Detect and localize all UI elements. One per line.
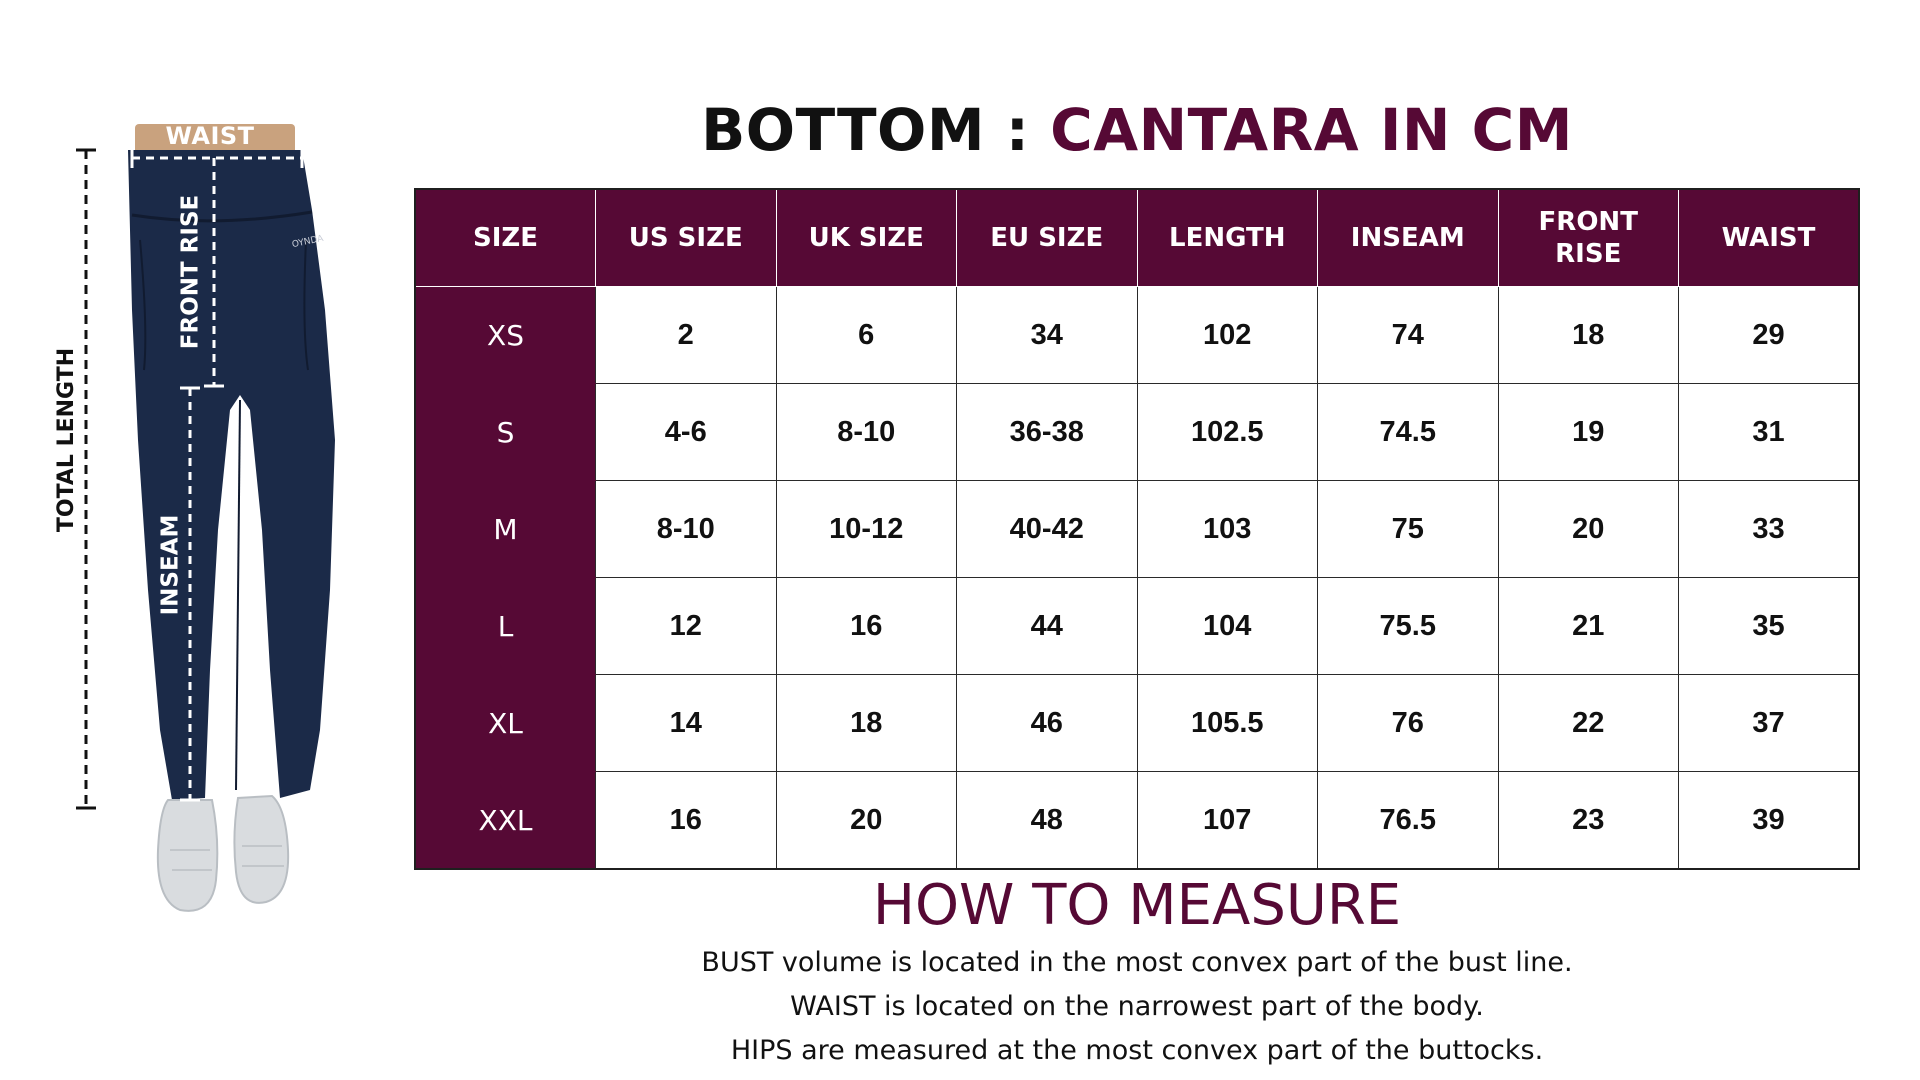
measurement-cell: 29 [1678, 286, 1860, 384]
column-header: EU SIZE [956, 188, 1138, 287]
how-to-measure-lines: BUST volume is located in the most conve… [414, 941, 1860, 1073]
measurement-cell: 39 [1678, 771, 1860, 870]
table-row: L 12 16 44 104 75.5 21 35 [414, 577, 1860, 675]
front-rise-figure-label: FRONT RISE [177, 194, 204, 350]
measurement-cell: 75.5 [1317, 577, 1499, 675]
measurement-cell: 76.5 [1317, 771, 1499, 870]
measurement-cell: 35 [1678, 577, 1860, 675]
measurement-cell: 8-10 [595, 480, 777, 578]
measurement-cell: 48 [956, 771, 1138, 870]
table-row: XS 2 6 34 102 74 18 29 [414, 286, 1860, 384]
column-header-text: UK SIZE [808, 223, 924, 253]
size-label-cell: XXL [414, 771, 596, 870]
left-shoe [156, 799, 219, 912]
measurement-cell: 44 [956, 577, 1138, 675]
measurement-cell: 8-10 [775, 383, 957, 481]
column-header: WAIST [1678, 188, 1860, 287]
measurement-cell: 105.5 [1136, 674, 1318, 772]
how-to-measure-title: HOW TO MEASURE [872, 873, 1402, 938]
measurement-cell: 102.5 [1136, 383, 1318, 481]
measurement-cell: 23 [1497, 771, 1679, 870]
column-header-text: US SIZE [628, 223, 743, 253]
measurement-cell: 4-6 [595, 383, 777, 481]
measurement-cell: 16 [595, 771, 777, 870]
left-shoe-laces [170, 849, 212, 871]
size-chart-table: SIZE US SIZE UK SIZE EU SIZE LENGTH INSEAM FRO… [414, 188, 1860, 870]
pants-shape [128, 150, 335, 800]
column-header-text: INSEAM [1350, 223, 1465, 253]
measurement-cell: 36-38 [956, 383, 1138, 481]
measurement-cell: 14 [595, 674, 777, 772]
size-label-cell: L [414, 577, 596, 675]
measurement-cell: 76 [1317, 674, 1499, 772]
title-prefix: BOTTOM : [701, 96, 1030, 164]
table-row: XXL 16 20 48 107 76.5 23 39 [414, 771, 1860, 870]
column-header: SIZE [414, 188, 596, 287]
waistband-seam [131, 210, 313, 223]
waistband-skin-strip [135, 124, 295, 154]
size-label-cell: XL [414, 674, 596, 772]
measurement-cell: 2 [595, 286, 777, 384]
how-to-measure-line: BUST volume is located in the most conve… [701, 947, 1573, 978]
size-label-cell: M [414, 480, 596, 578]
measurement-cell: 19 [1497, 383, 1679, 481]
left-pocket-line [139, 239, 147, 371]
column-header-text: FRONT [1538, 207, 1638, 237]
page-title: BOTTOM : CANTARA IN CM [414, 92, 1860, 168]
inseam-figure-label: INSEAM [157, 514, 184, 616]
measurement-cell: 21 [1497, 577, 1679, 675]
column-header: FRONT RISE [1497, 188, 1679, 287]
table-row: S 4-6 8-10 36-38 102.5 74.5 19 31 [414, 383, 1860, 481]
measurement-cell: 6 [775, 286, 957, 384]
column-header-text: LENGTH [1169, 223, 1286, 253]
measurement-cell: 74 [1317, 286, 1499, 384]
measurement-cell: 40-42 [956, 480, 1138, 578]
measurement-cell: 16 [775, 577, 957, 675]
table-header-row: SIZE US SIZE UK SIZE EU SIZE LENGTH INSEAM FRO… [414, 188, 1860, 287]
measurement-cell: 46 [956, 674, 1138, 772]
measurement-cell: 10-12 [775, 480, 957, 578]
size-label-cell: XS [414, 286, 596, 384]
table-body: XS 2 6 34 102 74 18 29 S 4-6 8-10 36-38 102.5 74.5 19 3… [414, 286, 1860, 870]
pants-illustration [76, 124, 335, 912]
column-header: UK SIZE [775, 188, 957, 287]
measurement-cell: 12 [595, 577, 777, 675]
how-to-measure-line: HIPS are measured at the most convex par… [730, 1035, 1544, 1066]
table-row: XL 14 18 46 105.5 76 22 37 [414, 674, 1860, 772]
column-header-text: RISE [1555, 239, 1622, 269]
size-label-cell: S [414, 383, 596, 481]
measurement-cell: 20 [1497, 480, 1679, 578]
measurement-cell: 18 [1497, 286, 1679, 384]
total-length-figure-label: TOTAL LENGTH [54, 347, 79, 533]
how-to-measure-line: WAIST is located on the narrowest part o… [790, 991, 1484, 1022]
column-header-text: EU SIZE [990, 223, 1104, 253]
column-header: LENGTH [1136, 188, 1318, 287]
measurement-cell: 18 [775, 674, 957, 772]
column-header-text: WAIST [1721, 223, 1816, 253]
measurement-cell: 103 [1136, 480, 1318, 578]
table-row: M 8-10 10-12 40-42 103 75 20 33 [414, 480, 1860, 578]
column-header: US SIZE [595, 188, 777, 287]
column-header-text: SIZE [472, 223, 538, 253]
measurement-cell: 33 [1678, 480, 1860, 578]
measurement-cell: 74.5 [1317, 383, 1499, 481]
leg-split-line [235, 399, 241, 791]
waist-figure-label: WAIST [165, 122, 255, 150]
measurement-cell: 37 [1678, 674, 1860, 772]
measurement-cell: 22 [1497, 674, 1679, 772]
measurement-cell: 20 [775, 771, 957, 870]
measurement-cell: 104 [1136, 577, 1318, 675]
right-pocket-line [303, 239, 309, 371]
measurement-cell: 31 [1678, 383, 1860, 481]
title-accent: CANTARA IN CM [1050, 96, 1573, 164]
right-shoe-laces [242, 845, 284, 867]
pants-measurement-figure: WAIST FRONT RISE INSEAM TOTAL LENGTH OYN… [40, 110, 370, 940]
measurement-cell: 102 [1136, 286, 1318, 384]
right-shoe [233, 794, 290, 904]
measurement-cell: 75 [1317, 480, 1499, 578]
column-header: INSEAM [1317, 188, 1499, 287]
measurement-cell: 34 [956, 286, 1138, 384]
measurement-cell: 107 [1136, 771, 1318, 870]
